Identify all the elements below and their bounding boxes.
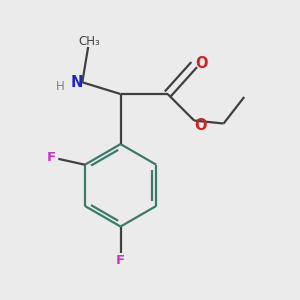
- Text: F: F: [116, 254, 125, 267]
- Text: O: O: [195, 56, 208, 70]
- Text: H: H: [56, 80, 64, 93]
- Text: O: O: [194, 118, 207, 134]
- Text: F: F: [46, 151, 56, 164]
- Text: CH₃: CH₃: [79, 35, 100, 48]
- Text: N: N: [71, 75, 83, 90]
